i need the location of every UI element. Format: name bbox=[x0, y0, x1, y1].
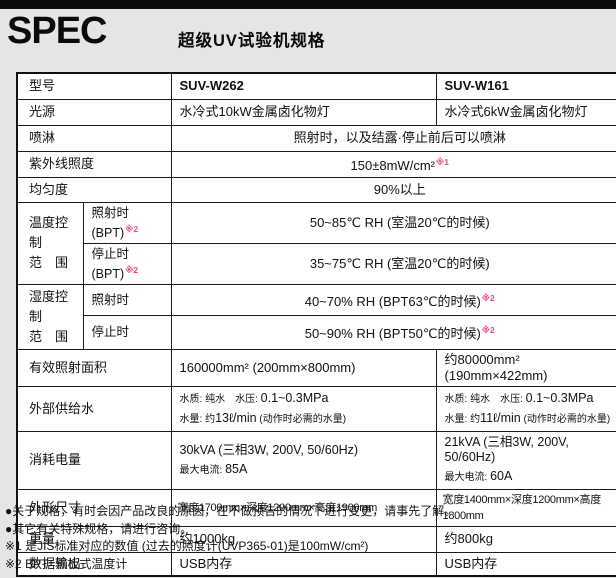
weight-value-right: 约800kg bbox=[435, 525, 616, 553]
water-supply-left: 水质: 纯水 水压: 0.1~0.3MPa 水量: 约13ℓ/min (动作时必… bbox=[170, 385, 437, 432]
water-volume-label: 水量: 约 bbox=[444, 414, 481, 425]
footnote-spec-change: ●关于规格，有时会因产品改良的原因，在不做预告的情况下进行变更，请事先了解。 bbox=[5, 504, 457, 518]
water-volume-note: (动作时必需的水量) bbox=[256, 414, 347, 425]
row-model: 型号 SUV-W262 SUV-W161 bbox=[16, 72, 616, 100]
power-right: 21kVA (三相3W, 200V, 50/60Hz) 最大电流: 60A bbox=[435, 430, 616, 490]
water-volume-value: 11ℓ/min bbox=[480, 411, 521, 425]
humidity-irradiation-value: 40~70% RH (BPT63℃的时候) bbox=[304, 293, 481, 309]
row-irradiation-area: 有效照射面积 160000mm² (200mm×800mm) 约80000mm²… bbox=[16, 348, 616, 387]
row-uniformity-label: 均匀度 bbox=[16, 176, 172, 203]
water-supply-right: 水质: 纯水 水压: 0.1~0.3MPa 水量: 约11ℓ/min (动作时必… bbox=[435, 385, 616, 432]
ref-marker: ※1 bbox=[435, 157, 449, 167]
ref-marker: ※2 bbox=[481, 325, 495, 336]
spec-heading: SPEC bbox=[7, 10, 107, 52]
water-volume-value: 13ℓ/min bbox=[215, 411, 257, 425]
max-current-value: 60A bbox=[490, 469, 513, 483]
row-spray-label: 喷淋 bbox=[16, 124, 172, 152]
row-water-supply: 外部供给水 水质: 纯水 水压: 0.1~0.3MPa 水量: 约13ℓ/min… bbox=[16, 385, 616, 432]
row-model-label: 型号 bbox=[16, 72, 172, 100]
row-dimensions-label: 外形尺寸 bbox=[16, 488, 172, 527]
light-source-value-right: 水冷式6kW金属卤化物灯 bbox=[435, 98, 616, 126]
water-pressure-value: 0.1~0.3MPa bbox=[260, 391, 329, 405]
spec-table: 型号 SUV-W262 SUV-W161 光源 水冷式10kW金属卤化物灯 水冷… bbox=[16, 72, 616, 577]
temp-control-group-label: 温度控制 范 围 bbox=[16, 201, 84, 285]
row-spray: 喷淋 照射时，以及结露·停止前后可以喷淋 bbox=[16, 124, 616, 152]
data-output-value-left: USB内存 bbox=[170, 551, 437, 577]
humidity-stop-value-cell: 50~90% RH (BPT50℃的时候)※2 bbox=[170, 315, 616, 350]
footnote-ref1: ※1 是JIS标准对应的数值 (过去的照度计(UVP365-01)是100mW/… bbox=[5, 539, 369, 553]
water-quality-label: 水质: 纯水 水压: bbox=[179, 394, 261, 405]
humidity-stop-value: 50~90% RH (BPT50℃的时候) bbox=[304, 326, 481, 342]
footnote-ref2: ※2 BPT=黑板式温度计 bbox=[5, 556, 128, 571]
temp-irradiation-sublabel-cell: 照射时(BPT)※2 bbox=[82, 201, 172, 244]
water-volume-line: 水量: 约11ℓ/min (动作时必需的水量) bbox=[445, 409, 616, 429]
spray-value: 照射时，以及结露·停止前后可以喷淋 bbox=[170, 124, 616, 152]
ref-marker: ※2 bbox=[125, 223, 139, 234]
ref-marker: ※2 bbox=[125, 264, 139, 275]
max-current-line: 最大电流: 60A bbox=[445, 467, 616, 487]
uniformity-value: 90%以上 bbox=[170, 176, 616, 203]
max-current-value: 85A bbox=[225, 461, 248, 476]
water-volume-label: 水量: 约 bbox=[179, 414, 216, 425]
water-volume-line: 水量: 约13ℓ/min (动作时必需的水量) bbox=[180, 409, 428, 429]
page-title: 超级UV试验机规格 bbox=[178, 32, 326, 50]
water-quality-line: 水质: 纯水 水压: 0.1~0.3MPa bbox=[445, 389, 616, 409]
top-black-bar bbox=[0, 0, 616, 9]
data-output-value-right: USB内存 bbox=[435, 551, 616, 577]
row-data-output: 数据输出 USB内存 USB内存 bbox=[16, 551, 616, 577]
spec-table-container: 型号 SUV-W262 SUV-W161 光源 水冷式10kW金属卤化物灯 水冷… bbox=[16, 72, 616, 577]
footnotes: ●关于规格，有时会因产品改良的原因，在不做预告的情况下进行变更，请事先了解。 ●… bbox=[5, 503, 613, 573]
row-light-source-label: 光源 bbox=[16, 98, 172, 126]
row-temp-irradiation: 温度控制 范 围 照射时(BPT)※2 50~85℃ RH (室温20℃的时候) bbox=[16, 201, 616, 285]
temp-stop-sublabel-cell: 停止时(BPT)※2 bbox=[82, 242, 172, 285]
water-pressure-value: 0.1~0.3MPa bbox=[525, 391, 594, 405]
water-quality-label: 水质: 纯水 水压: bbox=[444, 394, 526, 405]
humidity-irradiation-sublabel: 照射时 bbox=[82, 283, 172, 317]
humidity-stop-sublabel: 停止时 bbox=[82, 315, 172, 350]
dimensions-value-left: 宽度1700mm×深度1200mm×高度1900mm bbox=[170, 488, 437, 527]
water-volume-note: (动作时必需的水量) bbox=[520, 414, 611, 425]
temp-stop-value: 35~75℃ RH (室温20℃的时候) bbox=[170, 242, 616, 285]
temp-irradiation-value: 50~85℃ RH (室温20℃的时候) bbox=[170, 201, 616, 244]
row-uv-illuminance: 紫外线照度 150±8mW/cm²※1 bbox=[16, 150, 616, 178]
row-power-consumption: 消耗电量 30kVA (三相3W, 200V, 50/60Hz) 最大电流: 8… bbox=[16, 430, 616, 490]
irradiation-area-value-left: 160000mm² (200mm×800mm) bbox=[170, 348, 437, 387]
row-uv-illuminance-label: 紫外线照度 bbox=[16, 150, 172, 178]
row-humidity-stop: 停止时 50~90% RH (BPT50℃的时候)※2 bbox=[17, 315, 616, 350]
light-source-value-left: 水冷式10kW金属卤化物灯 bbox=[170, 98, 437, 126]
water-quality-line: 水质: 纯水 水压: 0.1~0.3MPa bbox=[180, 389, 428, 409]
row-power-consumption-label: 消耗电量 bbox=[16, 430, 172, 490]
row-irradiation-area-label: 有效照射面积 bbox=[16, 348, 172, 387]
row-light-source: 光源 水冷式10kW金属卤化物灯 水冷式6kW金属卤化物灯 bbox=[16, 98, 616, 126]
row-temp-stop: 停止时(BPT)※2 35~75℃ RH (室温20℃的时候) bbox=[17, 242, 616, 285]
irradiation-area-value-right: 约80000mm² (190mm×422mm) bbox=[435, 348, 616, 387]
humidity-irradiation-value-cell: 40~70% RH (BPT63℃的时候)※2 bbox=[170, 283, 616, 317]
row-uniformity: 均匀度 90%以上 bbox=[16, 176, 616, 203]
power-rating: 21kVA (三相3W, 200V, 50/60Hz) bbox=[444, 435, 569, 464]
row-water-supply-label: 外部供给水 bbox=[16, 385, 172, 432]
max-current-line: 最大电流: 85A bbox=[180, 459, 428, 479]
temp-stop-sublabel: 停止时(BPT) bbox=[91, 246, 130, 281]
max-current-label: 最大电流: bbox=[179, 464, 226, 476]
model-value-right: SUV-W161 bbox=[435, 72, 616, 100]
power-left: 30kVA (三相3W, 200V, 50/60Hz) 最大电流: 85A bbox=[170, 430, 437, 490]
ref-marker: ※2 bbox=[481, 292, 495, 303]
temp-irradiation-sublabel: 照射时(BPT) bbox=[91, 205, 130, 240]
uv-illuminance-value: 150±8mW/cm² bbox=[350, 158, 435, 173]
uv-illuminance-value-cell: 150±8mW/cm²※1 bbox=[170, 150, 616, 178]
row-data-output-label: 数据输出 bbox=[16, 551, 172, 577]
model-value-left: SUV-W262 bbox=[170, 72, 437, 100]
humidity-control-group-label: 湿度控制 范 围 bbox=[16, 283, 84, 350]
row-humidity-irradiation: 湿度控制 范 围 照射时 40~70% RH (BPT63℃的时候)※2 bbox=[16, 283, 616, 350]
footnote-special-spec: ●其它有关特殊规格，请进行咨询。 bbox=[5, 521, 193, 536]
max-current-label: 最大电流: bbox=[444, 472, 491, 483]
power-rating: 30kVA (三相3W, 200V, 50/60Hz) bbox=[179, 442, 359, 457]
